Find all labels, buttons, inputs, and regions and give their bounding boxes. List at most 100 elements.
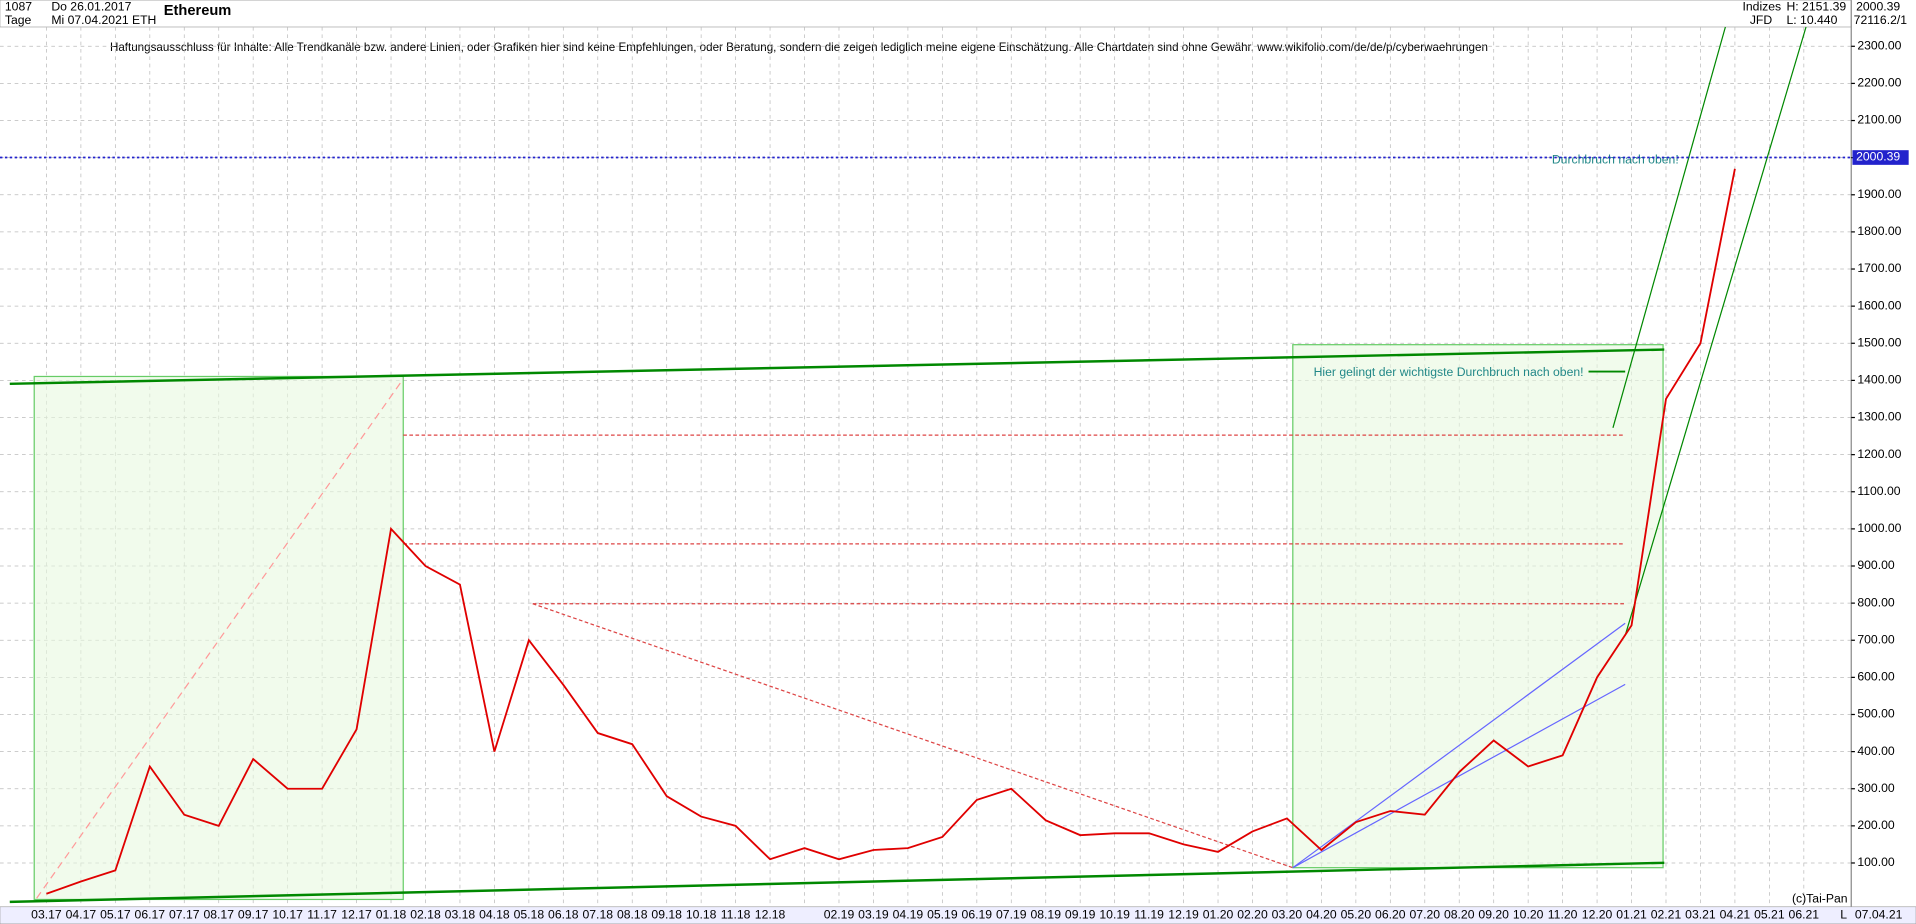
x-tick-label: 06.19 — [962, 908, 993, 922]
x-tick-label: 08.18 — [617, 908, 648, 922]
footer-date: 07.04.21 — [1855, 908, 1903, 922]
source: JFD — [1750, 13, 1773, 27]
range-box — [1292, 344, 1664, 869]
x-tick-label: 11.19 — [1134, 908, 1164, 922]
x-tick-label: 03.18 — [445, 908, 476, 922]
disclaimer: Haftungsausschluss für Inhalte: Alle Tre… — [110, 41, 1488, 54]
chart-title: Ethereum — [164, 3, 232, 19]
y-tick-label: 1200.00 — [1857, 447, 1901, 461]
y-tick-label: 1000.00 — [1857, 521, 1901, 535]
x-tick-label: 08.20 — [1444, 908, 1475, 922]
y-tick-label: 1500.00 — [1857, 335, 1901, 349]
trend-line — [1292, 622, 1626, 869]
x-tick-label: 03.20 — [1272, 908, 1303, 922]
y-tick-label: 700.00 — [1857, 632, 1895, 646]
x-tick-label: 05.18 — [514, 908, 545, 922]
x-tick-label: 05.20 — [1341, 908, 1372, 922]
x-tick-label: 07.17 — [169, 908, 200, 922]
copyright: (c)Tai-Pan — [1792, 892, 1848, 906]
x-tick-label: 11.17 — [307, 908, 337, 922]
y-tick-label: 2100.00 — [1857, 113, 1901, 127]
high: H: 2151.39 — [1786, 0, 1846, 14]
date-from: Do 26.01.2017 — [51, 0, 131, 14]
annotation: Hier gelingt der wichtigste Durchbruch n… — [1314, 365, 1584, 379]
symbol: ETH — [132, 13, 156, 27]
x-tick-label: 09.20 — [1478, 908, 1509, 922]
x-tick-label: 01.20 — [1203, 908, 1234, 922]
x-tick-label: 12.20 — [1582, 908, 1613, 922]
x-tick-label: 10.18 — [686, 908, 717, 922]
volume: 72116.2/1 — [1854, 13, 1908, 27]
x-tick-label: 10.19 — [1099, 908, 1130, 922]
range-box — [33, 375, 404, 901]
footer-scale: L — [1840, 908, 1847, 922]
x-tick-label: 05.19 — [927, 908, 958, 922]
x-tick-label: 04.17 — [66, 908, 97, 922]
x-tick-label: 12.18 — [755, 908, 786, 922]
x-tick-label: 09.19 — [1065, 908, 1096, 922]
x-tick-label: 12.17 — [341, 908, 372, 922]
y-tick-label: 500.00 — [1857, 707, 1895, 721]
y-tick-label: 1800.00 — [1857, 224, 1901, 238]
x-tick-label: 12.19 — [1168, 908, 1199, 922]
y-tick-label: 300.00 — [1857, 781, 1895, 795]
y-tick-label: 600.00 — [1857, 670, 1895, 684]
trend-line — [1292, 683, 1626, 869]
x-tick-label: 04.21 — [1720, 908, 1751, 922]
x-tick-label: 07.18 — [582, 908, 613, 922]
annotation: Durchbruch nach oben! — [1552, 152, 1679, 166]
x-tick-label: 04.19 — [893, 908, 924, 922]
y-tick-label: 1400.00 — [1857, 373, 1901, 387]
header-last-price: 2000.39 — [1856, 0, 1900, 14]
period: Tage — [5, 13, 32, 27]
x-tick-label: 02.19 — [824, 908, 855, 922]
x-tick-label: 02.21 — [1651, 908, 1682, 922]
x-tick-label: 09.18 — [651, 908, 682, 922]
low: L: 10.440 — [1786, 13, 1837, 27]
x-tick-label: 10.20 — [1513, 908, 1544, 922]
x-tick-label: 08.19 — [1030, 908, 1061, 922]
y-tick-label: 400.00 — [1857, 744, 1895, 758]
y-tick-label: 800.00 — [1857, 595, 1895, 609]
y-tick-label: 200.00 — [1857, 818, 1895, 832]
x-tick-label: 06.17 — [135, 908, 166, 922]
trend-line — [36, 378, 404, 899]
x-tick-label: 05.21 — [1754, 908, 1785, 922]
header-bar — [0, 0, 1852, 28]
bars-count: 1087 — [5, 0, 32, 14]
x-tick-label: 02.20 — [1237, 908, 1268, 922]
last-price-tag — [1852, 150, 1909, 165]
x-tick-label: 04.20 — [1306, 908, 1337, 922]
y-tick-label: 1900.00 — [1857, 187, 1901, 201]
x-tick-label: 02.18 — [410, 908, 441, 922]
y-tick-label: 2200.00 — [1857, 76, 1901, 90]
x-tick-label: 05.17 — [100, 908, 131, 922]
y-tick-label: 1300.00 — [1857, 410, 1901, 424]
date-to: Mi 07.04.2021 — [51, 13, 129, 27]
x-tick-label: 11.18 — [721, 908, 751, 922]
x-tick-label: 06.20 — [1375, 908, 1406, 922]
trend-line — [1624, 26, 1807, 636]
trend-line — [1612, 26, 1726, 428]
trend-line — [9, 861, 1665, 904]
y-tick-label: 900.00 — [1857, 558, 1895, 572]
x-tick-label: 07.19 — [996, 908, 1027, 922]
trend-line — [9, 348, 1665, 386]
x-tick-label: 11.20 — [1548, 908, 1578, 922]
x-tick-label: 09.17 — [238, 908, 269, 922]
x-tick-label: 07.20 — [1410, 908, 1441, 922]
x-tick-label: 10.17 — [272, 908, 303, 922]
x-tick-label: 01.18 — [376, 908, 407, 922]
y-tick-label: 1700.00 — [1857, 261, 1901, 275]
x-tick-label: 04.18 — [479, 908, 510, 922]
x-tick-label: 03.17 — [31, 908, 62, 922]
price-line — [46, 168, 1736, 895]
y-tick-label: 100.00 — [1857, 855, 1895, 869]
market: Indizes — [1742, 0, 1781, 14]
last-price-label: 2000.39 — [1856, 150, 1900, 164]
x-tick-label: 01.21 — [1616, 908, 1647, 922]
x-tick-label: 03.19 — [858, 908, 889, 922]
y-tick-label: 2300.00 — [1857, 39, 1901, 53]
